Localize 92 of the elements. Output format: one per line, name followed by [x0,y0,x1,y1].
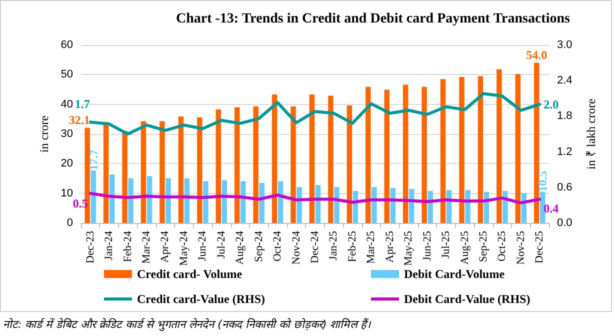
x-tick-label: May-24 [178,230,190,266]
x-tick-label: Dec-25 [534,230,546,264]
bar [422,86,427,223]
data-label: 2.0 [544,97,559,112]
x-tick-label: Feb-24 [122,230,134,262]
y2-tick-label: 0.6 [557,181,572,194]
legend-label: Credit card- Volume [137,267,243,281]
y-tick-label: 50 [60,68,73,81]
x-tick-label: Sep-24 [252,230,265,262]
bar [203,181,208,223]
bar [90,170,96,223]
line-series [88,92,542,136]
data-label: 32.1 [68,112,90,127]
x-tick-label: Oct-25 [496,230,508,262]
bar [197,117,202,223]
bar [103,124,109,223]
x-tick-label: Jun-24 [196,230,209,261]
bar [384,90,390,223]
y2-tick-label: 1.2 [557,146,572,158]
data-label: 17.7 [86,149,100,170]
data-label: 54.0 [526,48,548,62]
y-tick-label: 10 [60,187,73,200]
line-series [88,192,542,204]
bar [216,109,222,223]
bar [234,107,240,223]
y-tick-label: 30 [60,128,73,140]
bar [440,79,446,223]
bar [346,106,352,223]
y-axis-title: in crore [36,116,51,152]
bar [140,121,146,223]
legend-label: Debit Card-Volume [404,267,506,281]
y-tick-label: 20 [60,158,73,170]
bar [496,69,502,223]
bar [160,121,165,223]
x-tick-label: Nov-25 [514,230,527,265]
chart-title: Chart -13: Trends in Credit and Debit card Payment Transactions [176,12,571,26]
y2-tick-label: 2.4 [557,74,572,87]
bar [178,116,184,223]
bar [184,178,190,223]
bar [402,84,408,223]
x-tick-label: Jun-25 [421,230,434,261]
bar [478,76,484,223]
text: नोट: कार्ड में डेबिट और क्रेडिट कार्ड से भुगतान लेनदेन (नकद निकासी को छोड़कर) शामिल हैं। [3,317,371,331]
bar [366,86,371,223]
x-tick-label: Apr-24 [159,230,172,263]
bar [534,62,540,223]
x-tick-label: Aug-24 [234,230,246,265]
x-tick-label: Dec-23 [84,230,96,264]
data-label: 1.7 [74,97,90,112]
bar [428,190,433,223]
bar [290,106,296,223]
legend-label: Debit Card-Value (RHS) [404,292,530,306]
x-tick-label: Mar-24 [140,230,153,264]
data-label: 10.5 [536,170,550,192]
bar [334,187,340,223]
y-tick-label: 0 [66,217,73,229]
x-tick-label: Mar-25 [365,230,378,264]
y-tick-label: 40 [60,98,73,110]
y2-axis-title: in ₹ lakh crore [584,98,598,170]
bar [309,94,315,223]
bar [146,176,152,223]
bar [166,178,171,223]
x-tick-label: Jul-25 [440,230,452,258]
x-tick-label: Jul-24 [215,230,228,258]
bar [465,190,470,223]
bar [459,77,464,223]
x-tick-label: Feb-25 [346,230,358,262]
y-tick-label: 60 [60,39,73,51]
bar [128,178,134,223]
legend-label: Credit card-Value (RHS) [137,292,265,306]
bar [515,74,521,223]
y2-tick-label: 0.0 [557,217,572,229]
bar [328,96,334,223]
x-tick-label: Oct-24 [272,230,284,262]
y2-tick-label: 1.8 [557,110,572,122]
x-tick-label: Nov-24 [290,230,302,265]
bar [372,187,377,223]
y2-tick-label: 3.0 [557,39,572,51]
bar [540,192,546,223]
x-tick-label: Dec-24 [309,230,321,264]
bar [259,182,264,223]
x-tick-label: Sep-25 [477,230,490,262]
bar [272,94,278,223]
bar [122,131,128,223]
x-tick-label: Jan-24 [103,230,116,260]
x-tick-label: Jan-25 [328,230,340,260]
bar [253,106,258,223]
x-tick-label: Apr-25 [384,230,396,263]
bar [502,190,508,223]
x-tick-label: Aug-25 [458,230,471,265]
x-tick-label: May-25 [402,230,415,266]
bar [296,187,302,223]
